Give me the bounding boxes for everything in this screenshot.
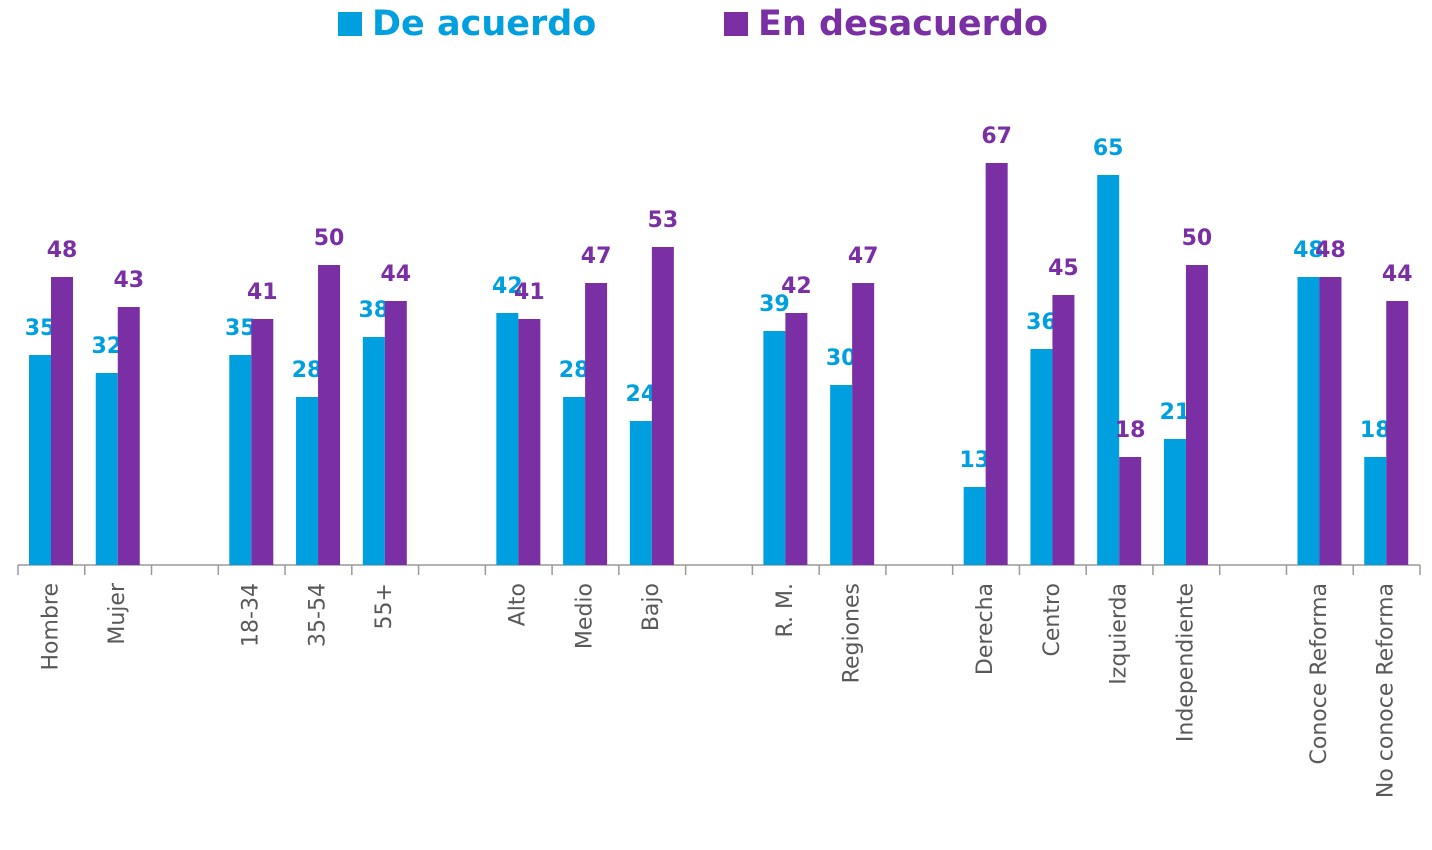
- bar: [852, 283, 875, 565]
- bar: [830, 385, 853, 565]
- value-label: 42: [781, 274, 812, 299]
- x-tick-label: 55+: [372, 583, 397, 629]
- bar: [1163, 439, 1186, 565]
- value-label: 48: [47, 238, 78, 263]
- bar: [985, 163, 1008, 565]
- value-label: 50: [1182, 226, 1213, 251]
- bar: [1097, 175, 1120, 565]
- bar: [563, 397, 586, 565]
- bar: [1185, 265, 1208, 565]
- bar: [51, 277, 73, 565]
- bar: [1030, 349, 1053, 565]
- x-tick-label: 35-54: [305, 583, 330, 647]
- value-label: 44: [380, 262, 411, 287]
- value-label: 24: [626, 382, 657, 407]
- bar: [496, 313, 519, 565]
- value-label: 44: [1382, 262, 1413, 287]
- value-label: 13: [959, 448, 990, 473]
- bar: [1297, 277, 1320, 565]
- x-tick-label: R. M.: [773, 583, 798, 637]
- bar: [117, 307, 140, 565]
- x-tick-label: Mujer: [105, 582, 130, 645]
- bar: [651, 247, 674, 565]
- x-tick-label: Regiones: [840, 583, 865, 683]
- value-label: 35: [25, 316, 56, 341]
- x-tick-label: Conoce Reforma: [1307, 583, 1332, 764]
- x-tick-label: Izquierda: [1107, 583, 1132, 685]
- value-label: 53: [648, 208, 679, 233]
- bar: [518, 319, 541, 565]
- value-label: 36: [1026, 310, 1057, 335]
- value-label: 18: [1360, 418, 1391, 443]
- value-label: 35: [225, 316, 256, 341]
- value-label: 38: [358, 298, 389, 323]
- value-label: 42: [492, 274, 523, 299]
- value-label: 67: [981, 124, 1012, 149]
- x-tick-label: Derecha: [973, 583, 998, 675]
- value-label: 21: [1160, 400, 1191, 425]
- x-tick-label: Bajo: [639, 583, 664, 631]
- value-label: 28: [559, 358, 590, 383]
- x-tick-label: No conoce Reforma: [1374, 583, 1399, 798]
- bar: [384, 301, 407, 565]
- bar: [229, 355, 252, 565]
- bar: [318, 265, 341, 565]
- value-label: 50: [314, 226, 345, 251]
- legend-swatch: [338, 12, 362, 36]
- bar: [296, 397, 319, 565]
- bar: [763, 331, 786, 565]
- value-label: 48: [1315, 238, 1346, 263]
- x-tick-label: 18-34: [239, 583, 264, 647]
- x-tick-label: Hombre: [38, 583, 63, 671]
- value-label: 28: [292, 358, 323, 383]
- value-label: 47: [581, 244, 612, 269]
- bar: [1386, 301, 1409, 565]
- bar: [1119, 457, 1142, 565]
- bar: [1319, 277, 1342, 565]
- bar: [95, 373, 118, 565]
- bar: [362, 337, 385, 565]
- x-tick-label: Independiente: [1173, 583, 1198, 742]
- bar: [963, 487, 986, 565]
- bar: [1364, 457, 1387, 565]
- value-label: 39: [759, 292, 790, 317]
- legend-label: De acuerdo: [372, 4, 596, 44]
- value-label: 41: [247, 280, 278, 305]
- value-label: 18: [1115, 418, 1146, 443]
- legend-swatch: [724, 12, 748, 36]
- value-label: 43: [113, 268, 144, 293]
- bar: [629, 421, 652, 565]
- bar: [585, 283, 608, 565]
- legend-label: En desacuerdo: [758, 4, 1048, 44]
- value-label: 48: [1293, 238, 1324, 263]
- bar: [29, 355, 51, 565]
- value-label: 45: [1048, 256, 1079, 281]
- value-label: 47: [848, 244, 879, 269]
- bar: [1052, 295, 1075, 565]
- x-tick-label: Centro: [1040, 583, 1065, 657]
- bar: [251, 319, 274, 565]
- x-tick-label: Medio: [572, 583, 597, 649]
- value-label: 41: [514, 280, 545, 305]
- bar: [785, 313, 808, 565]
- value-label: 65: [1093, 136, 1124, 161]
- value-label: 32: [91, 334, 122, 359]
- value-label: 30: [826, 346, 857, 371]
- x-tick-label: Alto: [506, 583, 531, 626]
